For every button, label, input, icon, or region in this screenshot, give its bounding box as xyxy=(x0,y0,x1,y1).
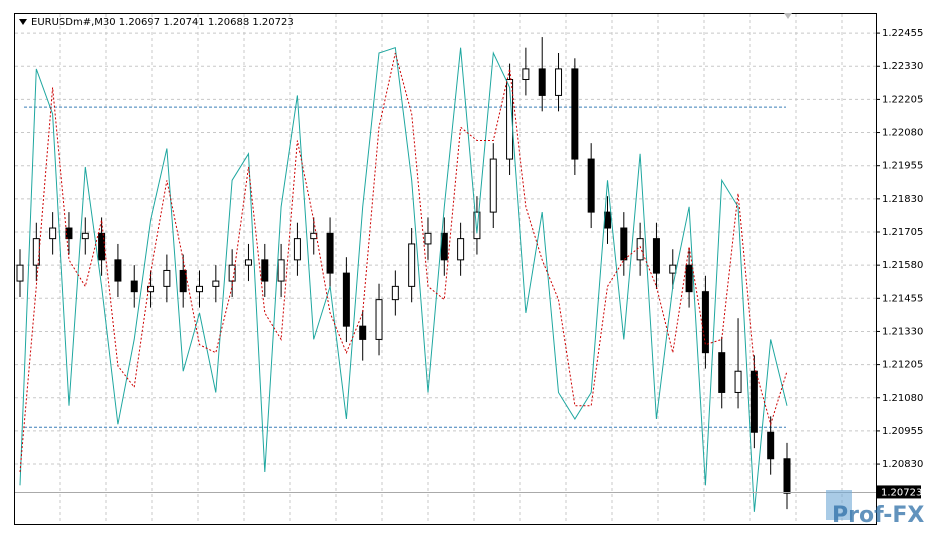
candle-body xyxy=(603,211,611,229)
candle-body xyxy=(473,211,481,240)
watermark: Prof-FX xyxy=(832,503,924,528)
candle-body xyxy=(16,264,24,282)
price-label: 1.20723 xyxy=(881,487,922,498)
y-tick-label: 1.21080 xyxy=(882,393,923,404)
candle-body xyxy=(783,458,791,494)
candle-body xyxy=(669,264,677,274)
candle-body xyxy=(571,68,579,160)
y-tick-label: 1.20955 xyxy=(882,426,923,437)
candle-body xyxy=(636,238,644,261)
candle-body xyxy=(685,264,693,293)
y-tick-label: 1.21580 xyxy=(882,260,923,271)
candle-body xyxy=(179,269,187,293)
watermark-icon xyxy=(826,490,852,520)
candle-body xyxy=(620,227,628,261)
y-tick-label: 1.21830 xyxy=(882,194,923,205)
candle-body xyxy=(652,238,660,274)
y-tick-label: 1.22080 xyxy=(882,128,923,139)
candle-body xyxy=(555,68,563,96)
candle-body xyxy=(701,291,709,354)
price-box xyxy=(877,485,921,499)
y-tick-label: 1.21330 xyxy=(882,326,923,337)
y-tick-label: 1.20830 xyxy=(882,459,923,470)
candle-body xyxy=(196,285,204,293)
plot-frame xyxy=(14,13,877,525)
candle-body xyxy=(457,238,465,261)
y-tick-label: 1.22455 xyxy=(882,28,923,39)
y-tick-label: 1.21705 xyxy=(882,227,923,238)
indicator-line xyxy=(19,52,788,473)
shift-marker xyxy=(784,13,792,19)
candle-body xyxy=(587,158,595,213)
candle-body xyxy=(32,238,40,266)
candle-body xyxy=(342,272,350,327)
candle-body xyxy=(293,238,301,261)
candle-body xyxy=(212,280,220,287)
candle-body xyxy=(538,68,546,96)
candle-body xyxy=(734,370,742,393)
candle-body xyxy=(163,269,171,287)
candle-body xyxy=(522,68,530,81)
candle-body xyxy=(424,232,432,245)
candle-body xyxy=(98,232,106,261)
y-tick-label: 1.21955 xyxy=(882,161,923,172)
candle-body xyxy=(310,232,318,240)
candle-body xyxy=(49,227,57,240)
candle-body xyxy=(359,325,367,340)
candle-body xyxy=(244,259,252,266)
indicator-line xyxy=(19,47,788,512)
candle-body xyxy=(375,299,383,340)
candle-body xyxy=(489,158,497,213)
candle-body xyxy=(506,79,514,160)
candle-body xyxy=(718,352,726,393)
candle-body xyxy=(114,259,122,282)
y-tick-label: 1.21205 xyxy=(882,360,923,371)
y-tick-label: 1.21455 xyxy=(882,293,923,304)
candle-body xyxy=(81,232,89,240)
candle-body xyxy=(147,285,155,293)
y-tick-label: 1.22330 xyxy=(882,61,923,72)
y-tick-label: 1.22205 xyxy=(882,94,923,105)
candle-body xyxy=(65,227,73,240)
candle-body xyxy=(408,243,416,287)
candle-body xyxy=(440,232,448,261)
candle-body xyxy=(750,370,758,433)
candle-body xyxy=(130,280,138,293)
candle-body xyxy=(261,259,269,282)
candle-body xyxy=(277,259,285,282)
menu-arrow[interactable] xyxy=(19,19,27,25)
candle-body xyxy=(228,264,236,282)
candle-body xyxy=(391,285,399,301)
chart-title: EURUSDm#,M30 1.20697 1.20741 1.20688 1.2… xyxy=(31,17,294,28)
candle-body xyxy=(767,431,775,460)
candle-body xyxy=(326,232,334,274)
